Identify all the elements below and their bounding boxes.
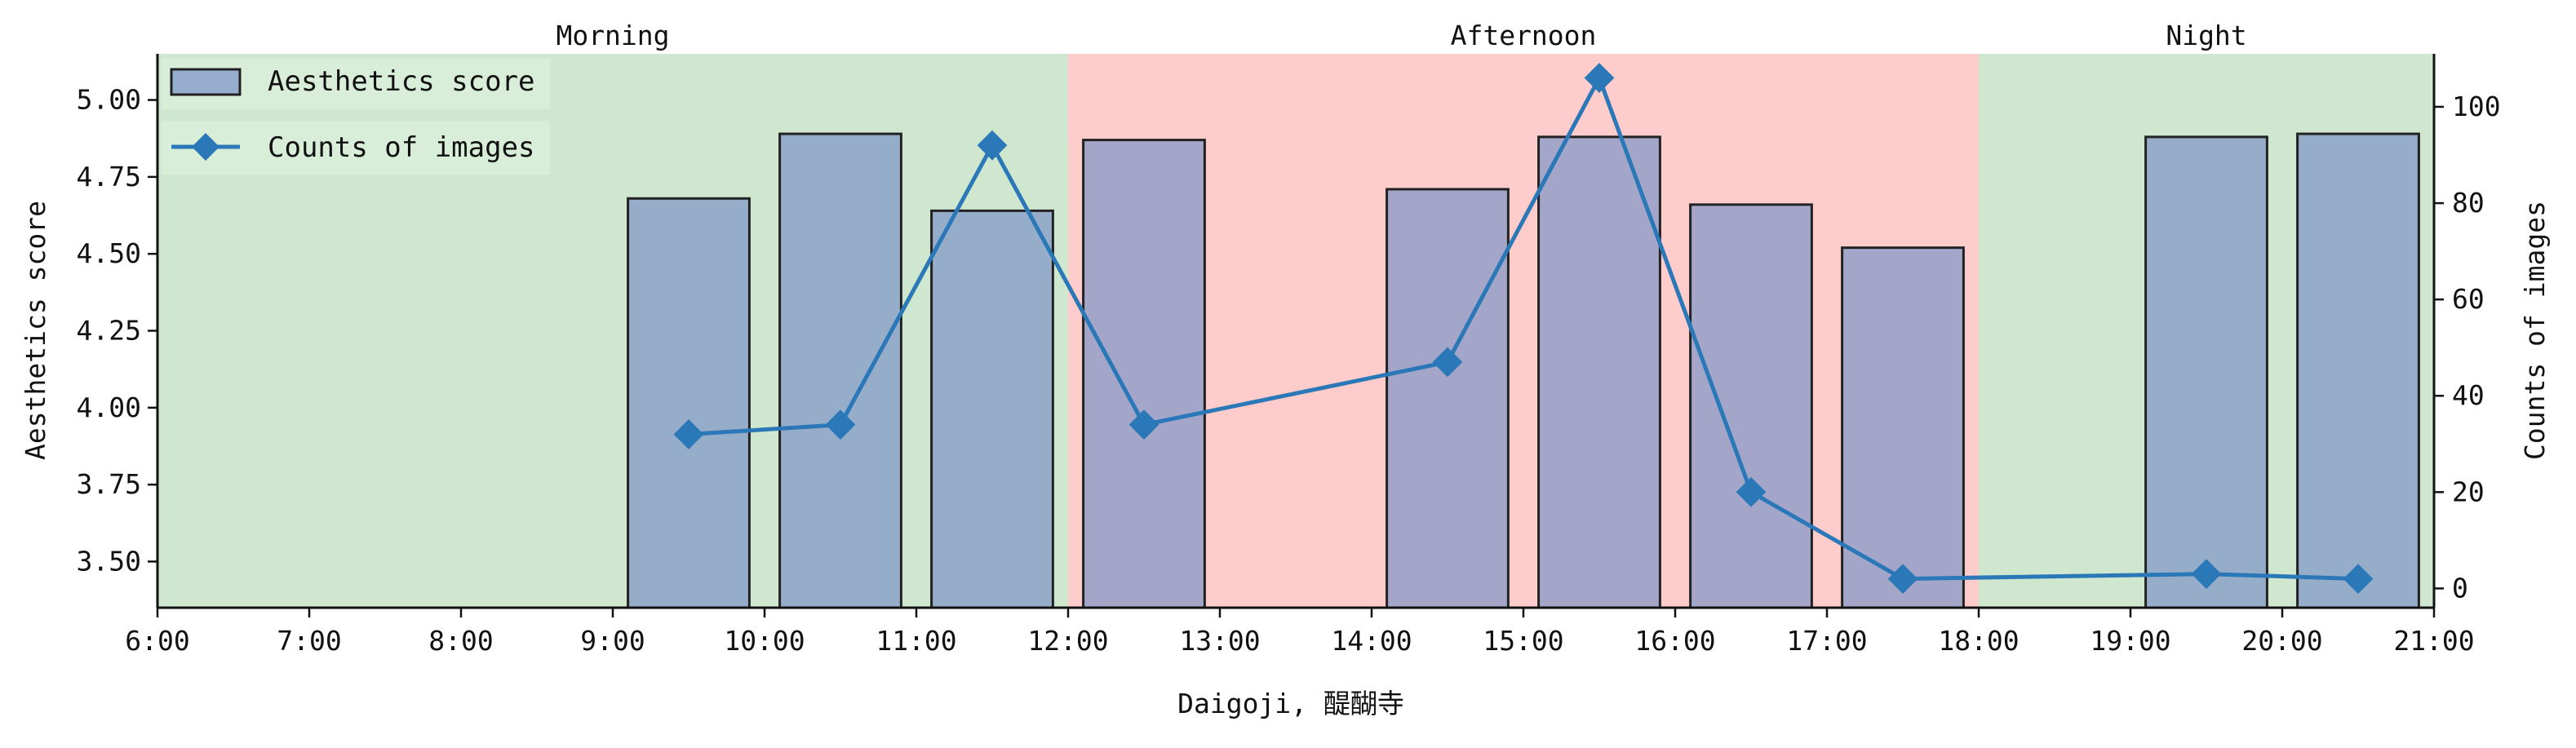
y-tick-label: 3.50	[77, 545, 141, 577]
counts-line-series	[673, 63, 2374, 594]
aesthetics-bar	[1537, 135, 1661, 609]
y-tick-label: 4.50	[77, 237, 141, 269]
x-tick-label: 8:00	[428, 625, 493, 657]
counts-line	[688, 73, 2359, 582]
x-tick-label: 21:00	[2393, 625, 2474, 657]
period-labels: Morning Afternoon Night	[556, 20, 2246, 51]
axes: 6:00 7:00 8:00 9:00 10:00 11:00 12:00 13:00 14:0…	[77, 54, 2501, 657]
aesthetics-bar	[1841, 246, 1965, 609]
aesthetics-bar	[778, 132, 902, 609]
aesthetics-bar	[1689, 203, 1813, 609]
counts-marker	[1584, 63, 1615, 93]
x-tick-label: 12:00	[1027, 625, 1108, 657]
aesthetics-bar	[1082, 139, 1206, 609]
x-tick-label: 9:00	[580, 625, 645, 657]
y2-tick-label: 0	[2452, 572, 2468, 604]
legend: Aesthetics score Counts of images	[162, 59, 550, 175]
y-tick-label: 3.75	[77, 468, 141, 500]
legend-diamond-marker	[192, 133, 219, 161]
y2-tick-label: 60	[2452, 283, 2485, 315]
x-tick-label: 11:00	[876, 625, 956, 657]
period-label-morning: Morning	[556, 20, 669, 51]
x-tick-label: 10:00	[724, 625, 805, 657]
x-tick-label: 6:00	[125, 625, 189, 657]
period-label-afternoon: Afternoon	[1451, 20, 1597, 51]
aesthetics-bars	[627, 132, 2420, 609]
period-band-afternoon	[1068, 54, 1979, 608]
x-tick-label: 16:00	[1634, 625, 1715, 657]
y-tick-label: 5.00	[77, 84, 141, 116]
x-tick-label: 14:00	[1331, 625, 1412, 657]
legend-label-counts: Counts of images	[268, 131, 535, 164]
x-tick-label: 13:00	[1179, 625, 1260, 657]
y2-tick-label: 100	[2452, 91, 2501, 122]
counts-marker	[1887, 564, 1918, 594]
y2-tick-label: 80	[2452, 187, 2485, 219]
period-label-night: Night	[2166, 20, 2246, 51]
x-tick-label: 18:00	[1938, 625, 2019, 657]
x-tick-label: 19:00	[2090, 625, 2170, 657]
x-tick-label: 17:00	[1786, 625, 1867, 657]
x-tick-label: 15:00	[1483, 625, 1563, 657]
counts-marker	[977, 130, 1008, 161]
counts-marker	[825, 409, 856, 440]
y2-axis-title: Counts of images	[2519, 201, 2551, 460]
aesthetics-bar	[627, 197, 751, 609]
y-tick-label: 4.75	[77, 161, 141, 193]
counts-marker	[1736, 476, 1767, 507]
aesthetics-bar	[930, 209, 1054, 609]
legend-label-aesthetics: Aesthetics score	[268, 65, 535, 98]
period-backgrounds	[157, 54, 2434, 608]
x-axis-title: Daigoji, 醍醐寺	[1177, 688, 1404, 719]
counts-marker	[2343, 564, 2374, 594]
aesthetics-bar	[2296, 132, 2420, 609]
y-axis-title: Aesthetics score	[20, 201, 51, 460]
x-tick-label: 20:00	[2241, 625, 2322, 657]
legend-bar-swatch	[170, 68, 242, 96]
y-tick-label: 4.25	[77, 315, 141, 347]
counts-marker	[1432, 347, 1463, 378]
counts-marker	[673, 419, 704, 449]
counts-marker	[1128, 409, 1159, 440]
counts-marker	[2191, 559, 2222, 590]
y2-tick-label: 20	[2452, 476, 2485, 507]
y2-tick-label: 40	[2452, 379, 2485, 411]
aesthetics-bar	[1386, 188, 1510, 609]
y-tick-label: 4.00	[77, 392, 141, 423]
x-tick-label: 7:00	[277, 625, 341, 657]
aesthetics-bar	[2144, 135, 2268, 609]
